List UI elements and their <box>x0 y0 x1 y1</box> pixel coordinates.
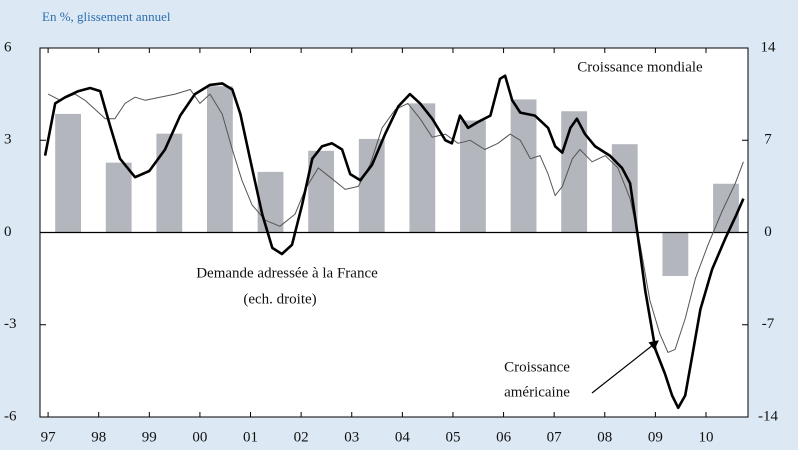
y2-tick-label: -14 <box>758 408 778 424</box>
x-tick-label: 05 <box>445 429 460 445</box>
x-tick-label: 07 <box>547 429 563 445</box>
x-tick-label: 99 <box>142 429 157 445</box>
bar <box>358 138 385 233</box>
bar <box>662 232 689 276</box>
y2-tick-label: 0 <box>764 224 772 240</box>
x-tick-label: 02 <box>294 429 309 445</box>
y-tick-label: -6 <box>4 408 17 424</box>
plot-frame <box>39 47 749 418</box>
line <box>43 74 745 410</box>
annotation: américaine <box>504 384 570 400</box>
bar <box>460 120 486 233</box>
y-tick-label: 3 <box>4 132 12 148</box>
x-tick-label: 01 <box>243 429 258 445</box>
x-tick-label: 08 <box>597 429 612 445</box>
bar <box>156 133 183 233</box>
y2-tick-label: 7 <box>764 132 772 148</box>
x-tick-label: 04 <box>395 429 411 445</box>
bar <box>713 183 739 233</box>
bar <box>105 162 132 233</box>
chart-subtitle: En %, glissement annuel <box>42 9 171 24</box>
arrow <box>591 340 659 394</box>
y-tick-label: 0 <box>4 224 12 240</box>
annotation: Croissance <box>504 359 570 375</box>
x-tick-label: 98 <box>91 429 106 445</box>
bar <box>611 144 638 233</box>
annotation: (ech. droite) <box>243 291 316 307</box>
bar <box>257 171 284 233</box>
x-tick-label: 09 <box>648 429 663 445</box>
x-tick-label: 97 <box>41 429 57 445</box>
x-tick-label: 03 <box>344 429 359 445</box>
y2-tick-label: -7 <box>762 316 775 332</box>
y-tick-label: 6 <box>4 39 12 55</box>
bar <box>409 103 436 233</box>
bar <box>510 99 537 233</box>
y2-tick-label: 14 <box>761 39 777 55</box>
bar <box>308 150 335 233</box>
bar <box>55 113 81 233</box>
x-tick-label: 06 <box>496 429 512 445</box>
annotation: Croissance mondiale <box>577 59 703 75</box>
bar <box>207 86 233 233</box>
x-tick-label: 00 <box>192 429 207 445</box>
y-tick-label: -3 <box>4 316 17 332</box>
annotation: Demande adressée à la France <box>196 265 378 281</box>
x-tick-label: 10 <box>698 429 713 445</box>
